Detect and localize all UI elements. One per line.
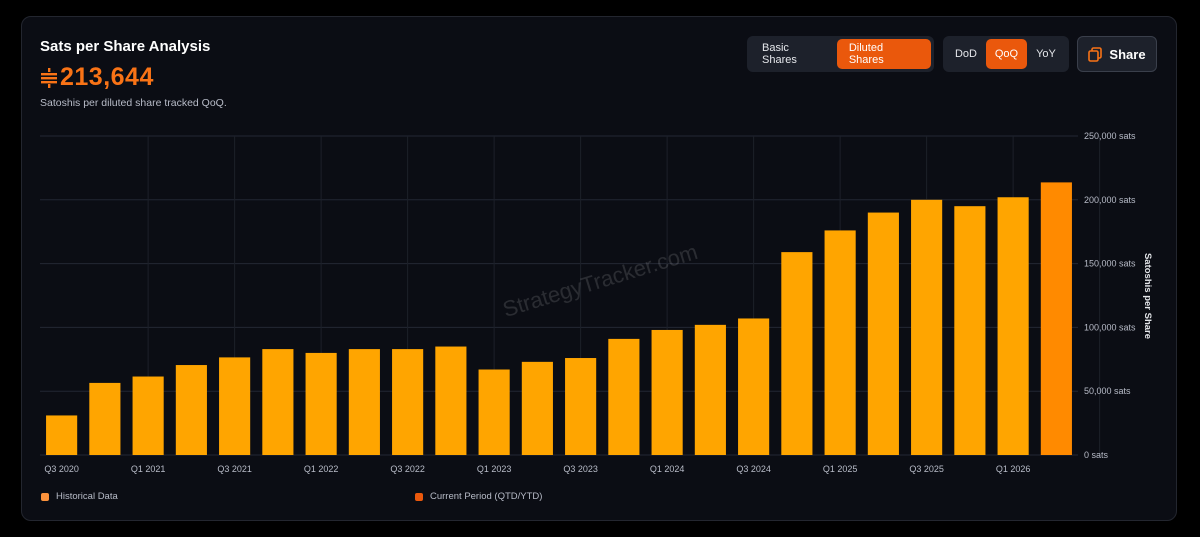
y-tick-label: 50,000 sats	[1084, 386, 1131, 396]
bar-historical[interactable]	[46, 415, 78, 455]
bar-historical[interactable]	[651, 329, 683, 455]
y-axis-ticks: 0 sats 50,000 sats 100,000 sats 150,000 sat…	[1084, 131, 1136, 460]
qoq-button[interactable]: QoQ	[986, 39, 1027, 69]
x-tick-label: Q3 2020	[44, 464, 79, 474]
period-toggle: DoD QoQ YoY	[943, 36, 1069, 72]
bar-historical[interactable]	[997, 197, 1029, 456]
bar-historical[interactable]	[262, 349, 294, 455]
x-tick-label: Q3 2025	[909, 464, 944, 474]
bar-historical[interactable]	[175, 365, 207, 455]
bar-historical[interactable]	[565, 358, 597, 455]
bar-historical[interactable]	[738, 318, 770, 455]
bar-current[interactable]	[1040, 182, 1072, 455]
legend-current-label: Current Period (QTD/YTD)	[430, 491, 543, 502]
x-tick-label: Q3 2022	[390, 464, 425, 474]
y-axis-label: Satoshis per Share	[1142, 253, 1153, 339]
y-tick-label: 150,000 sats	[1084, 259, 1136, 269]
bar-historical[interactable]	[521, 361, 553, 455]
bar-historical[interactable]	[824, 230, 856, 455]
x-tick-label: Q3 2024	[736, 464, 771, 474]
bar-historical[interactable]	[911, 199, 943, 455]
share-button-label: Share	[1109, 46, 1146, 62]
yoy-button[interactable]: YoY	[1036, 48, 1056, 60]
bar-historical[interactable]	[694, 324, 726, 455]
y-tick-label: 0 sats	[1084, 450, 1109, 460]
bar-historical[interactable]	[478, 369, 510, 455]
bar-historical[interactable]	[392, 349, 424, 455]
copy-icon	[1088, 46, 1103, 62]
dod-button[interactable]: DoD	[954, 48, 977, 60]
share-button[interactable]: Share	[1077, 36, 1157, 72]
x-tick-label: Q1 2025	[823, 464, 858, 474]
basic-shares-button[interactable]: Basic Shares	[762, 42, 797, 66]
page-title: Sats per Share Analysis	[40, 38, 211, 55]
bar-historical[interactable]	[219, 357, 251, 455]
x-tick-label: Q1 2023	[477, 464, 512, 474]
bar-historical[interactable]	[608, 338, 640, 455]
bar-historical[interactable]	[781, 252, 813, 455]
x-tick-label: Q3 2021	[217, 464, 252, 474]
subtitle: Satoshis per diluted share tracked QoQ.	[40, 97, 227, 109]
watermark: StrategyTracker.com	[500, 239, 701, 322]
share-type-toggle: Basic Shares Diluted Shares	[747, 36, 934, 72]
bar-historical[interactable]	[435, 346, 467, 455]
x-tick-label: Q1 2021	[131, 464, 166, 474]
bar-historical[interactable]	[89, 382, 121, 455]
legend-current: Current Period (QTD/YTD)	[415, 491, 542, 502]
sats-per-share-value: 213,644	[60, 63, 154, 91]
current-value: 213,644	[40, 63, 154, 92]
sats-icon	[41, 67, 57, 88]
y-tick-label: 200,000 sats	[1084, 195, 1136, 205]
x-tick-label: Q1 2026	[996, 464, 1031, 474]
bar-historical[interactable]	[305, 352, 337, 455]
legend-historical: Historical Data	[41, 491, 118, 502]
bars	[46, 182, 1072, 456]
y-tick-label: 250,000 sats	[1084, 131, 1136, 141]
x-tick-label: Q1 2022	[304, 464, 339, 474]
y-tick-label: 100,000 sats	[1084, 322, 1136, 332]
bar-historical[interactable]	[867, 212, 899, 455]
bar-historical[interactable]	[954, 206, 986, 455]
legend-historical-swatch	[41, 492, 49, 501]
x-axis-ticks: Q3 2020 Q1 2021 Q3 2021 Q1 2022 Q3 2022 Q1 20…	[44, 464, 1030, 474]
bar-historical[interactable]	[348, 349, 380, 455]
x-tick-label: Q1 2024	[650, 464, 685, 474]
legend-current-swatch	[415, 492, 423, 501]
x-tick-label: Q3 2023	[563, 464, 598, 474]
legend-historical-label: Historical Data	[56, 491, 118, 502]
bar-historical[interactable]	[132, 376, 164, 455]
diluted-shares-button[interactable]: Diluted Shares	[836, 39, 931, 69]
